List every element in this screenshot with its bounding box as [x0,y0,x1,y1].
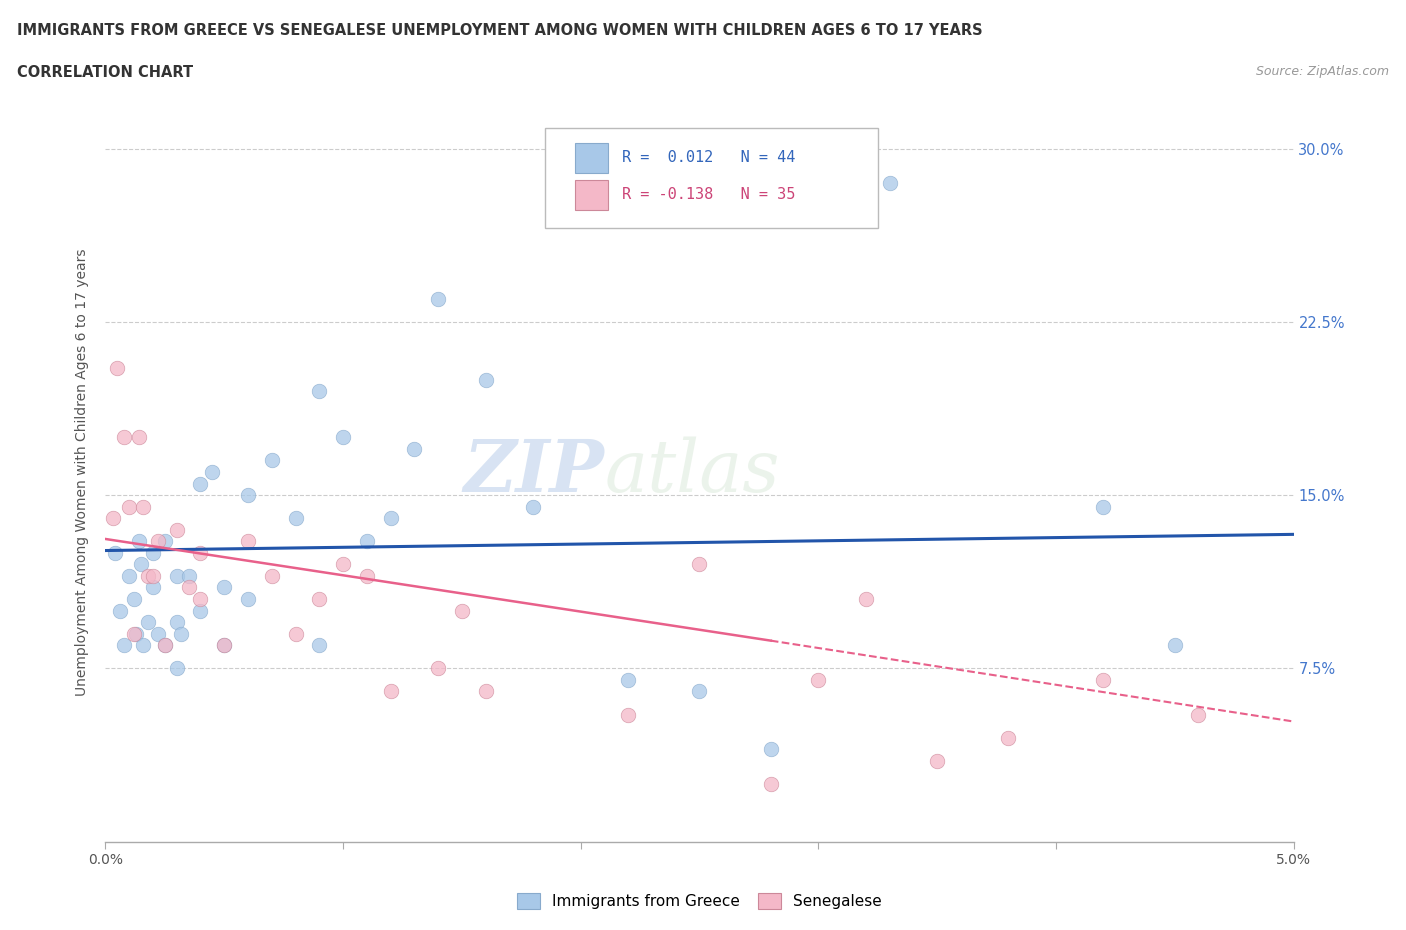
Point [332,430,354,445]
Point [166,661,188,676]
Point [308,384,330,399]
Point [125,626,148,641]
Point [927,753,949,768]
Point [108,604,131,618]
Point [118,568,141,583]
Point [170,626,193,641]
Point [146,626,169,641]
Point [759,777,782,791]
Point [1092,499,1115,514]
Point [617,672,640,687]
Point [522,499,544,514]
Point [214,580,236,595]
Point [380,684,402,699]
Point [129,557,152,572]
Point [759,742,782,757]
Point [166,615,188,630]
Point [166,523,188,538]
Point [879,176,901,191]
Point [807,672,830,687]
Point [450,604,472,618]
Point [260,568,283,583]
Point [404,442,426,457]
Point [177,568,200,583]
Text: atlas: atlas [605,437,780,507]
Point [236,591,259,606]
Point [177,580,200,595]
Point [190,476,212,491]
Text: ZIP: ZIP [464,436,605,508]
Text: R =  0.012   N = 44: R = 0.012 N = 44 [623,151,796,166]
Point [101,511,124,525]
Point [136,568,159,583]
Point [105,361,128,376]
Point [132,499,155,514]
Point [1187,707,1209,722]
Point [356,568,378,583]
Point [1164,638,1187,653]
Point [474,372,496,387]
Point [122,591,145,606]
Point [190,604,212,618]
Point [214,638,236,653]
Text: CORRELATION CHART: CORRELATION CHART [17,65,193,80]
Point [122,626,145,641]
Text: IMMIGRANTS FROM GREECE VS SENEGALESE UNEMPLOYMENT AMONG WOMEN WITH CHILDREN AGES: IMMIGRANTS FROM GREECE VS SENEGALESE UNE… [17,23,983,38]
Point [142,580,165,595]
FancyBboxPatch shape [546,128,877,228]
Point [308,591,330,606]
Point [308,638,330,653]
Legend: Immigrants from Greece, Senegalese: Immigrants from Greece, Senegalese [510,887,889,915]
Point [132,638,155,653]
Point [1092,672,1115,687]
Point [153,638,176,653]
Point [236,487,259,502]
FancyBboxPatch shape [575,179,607,209]
Text: R = -0.138   N = 35: R = -0.138 N = 35 [623,187,796,202]
Point [214,638,236,653]
Point [201,465,224,480]
Point [689,684,711,699]
Point [260,453,283,468]
Point [190,591,212,606]
Y-axis label: Unemployment Among Women with Children Ages 6 to 17 years: Unemployment Among Women with Children A… [76,248,90,696]
Point [617,707,640,722]
Point [166,568,188,583]
Point [142,545,165,560]
Point [855,591,877,606]
Point [997,730,1019,745]
Point [427,291,450,306]
Point [153,534,176,549]
Point [104,545,127,560]
Point [153,638,176,653]
Point [689,557,711,572]
Point [118,499,141,514]
Point [190,545,212,560]
Point [142,568,165,583]
Point [136,615,159,630]
Point [128,534,150,549]
Text: Source: ZipAtlas.com: Source: ZipAtlas.com [1256,65,1389,78]
Point [114,638,136,653]
Point [284,511,307,525]
Point [474,684,496,699]
Point [128,430,150,445]
Point [236,534,259,549]
Point [356,534,378,549]
Point [427,661,450,676]
Point [114,430,136,445]
Point [284,626,307,641]
Point [332,557,354,572]
FancyBboxPatch shape [575,143,607,173]
Point [380,511,402,525]
Point [146,534,169,549]
